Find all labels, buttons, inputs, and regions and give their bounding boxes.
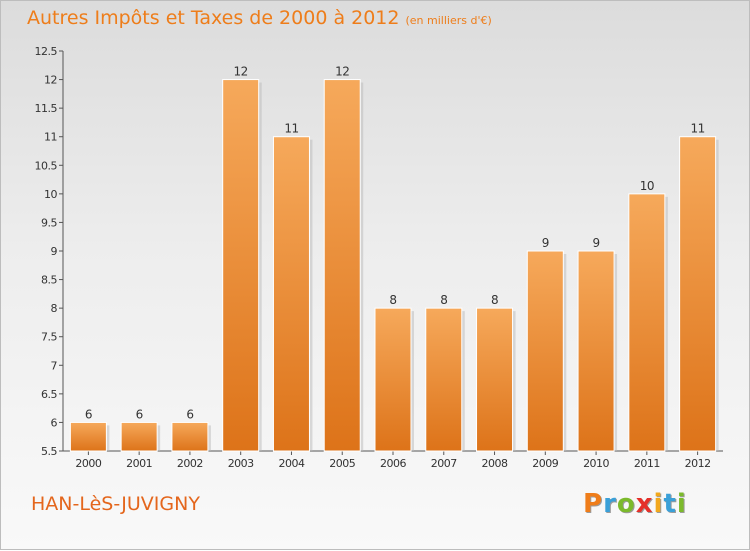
x-tick-label: 2004: [278, 457, 304, 470]
data-label: 12: [234, 65, 248, 79]
data-label: 9: [593, 236, 600, 250]
y-tick-label: 8: [51, 302, 58, 315]
x-tick-label: 2005: [329, 457, 355, 470]
bar-2000: [69, 421, 107, 452]
bar-2003: [222, 79, 260, 452]
y-tick-label: 10.5: [35, 159, 58, 172]
x-tick-label: 2006: [380, 457, 406, 470]
chart-title-text: Autres Impôts et Taxes de 2000 à 2012: [27, 7, 400, 29]
bar-2010: [577, 250, 615, 452]
y-tick-label: 10: [44, 188, 57, 201]
logo-letter: i: [676, 489, 687, 519]
data-label: 12: [335, 65, 349, 79]
y-tick-label: 12.5: [35, 45, 58, 58]
y-tick-label: 6: [51, 416, 58, 429]
logo-letter: i: [653, 489, 664, 519]
logo-letter: o: [616, 489, 636, 519]
data-label: 9: [542, 236, 549, 250]
logo-letter: x: [635, 489, 654, 519]
bar-2012: [679, 136, 717, 452]
x-tick-label: 2008: [482, 457, 508, 470]
logo-letter: P: [583, 489, 604, 519]
y-tick-label: 7: [51, 359, 58, 372]
bar-2011: [628, 193, 666, 452]
x-tick-label: 2000: [75, 457, 101, 470]
bar-2005: [323, 79, 361, 452]
bar-2006: [374, 307, 412, 452]
y-tick-label: 7.5: [41, 331, 57, 344]
data-label: 6: [136, 407, 143, 421]
bar-2007: [425, 307, 463, 452]
data-label: 8: [491, 293, 498, 307]
x-tick-label: 2007: [431, 457, 457, 470]
chart-title: Autres Impôts et Taxes de 2000 à 2012 (en…: [27, 7, 492, 29]
chart-subtitle: (en milliers d'€): [405, 14, 492, 27]
bar-2009: [526, 250, 564, 452]
bar-2004: [272, 136, 310, 452]
data-label: 11: [690, 122, 704, 136]
y-tick-label: 9: [51, 245, 58, 258]
town-name: HAN-LèS-JUVIGNY: [31, 493, 200, 515]
logo-letter: r: [603, 489, 617, 519]
x-tick-label: 2003: [228, 457, 254, 470]
x-tick-label: 2011: [634, 457, 660, 470]
data-label: 6: [85, 407, 92, 421]
data-label: 11: [284, 122, 298, 136]
y-tick-label: 11.5: [35, 102, 58, 115]
x-tick-label: 2012: [685, 457, 711, 470]
x-tick-label: 2002: [177, 457, 203, 470]
logo-letter: t: [663, 489, 677, 519]
data-label: 8: [440, 293, 447, 307]
proxiti-logo[interactable]: Proxiti: [583, 489, 687, 519]
y-tick-label: 6.5: [41, 388, 57, 401]
y-tick-label: 5.5: [41, 445, 57, 458]
bar-2001: [120, 421, 158, 452]
y-tick-label: 11: [44, 131, 57, 144]
y-tick-label: 9.5: [41, 216, 57, 229]
data-label: 10: [640, 179, 654, 193]
data-label: 8: [389, 293, 396, 307]
bar-2002: [171, 421, 209, 452]
data-label: 6: [186, 407, 193, 421]
y-tick-label: 8.5: [41, 274, 57, 287]
bar-2008: [476, 307, 514, 452]
x-tick-label: 2009: [532, 457, 558, 470]
x-tick-label: 2001: [126, 457, 152, 470]
x-tick-label: 2010: [583, 457, 609, 470]
y-tick-label: 12: [44, 74, 57, 87]
